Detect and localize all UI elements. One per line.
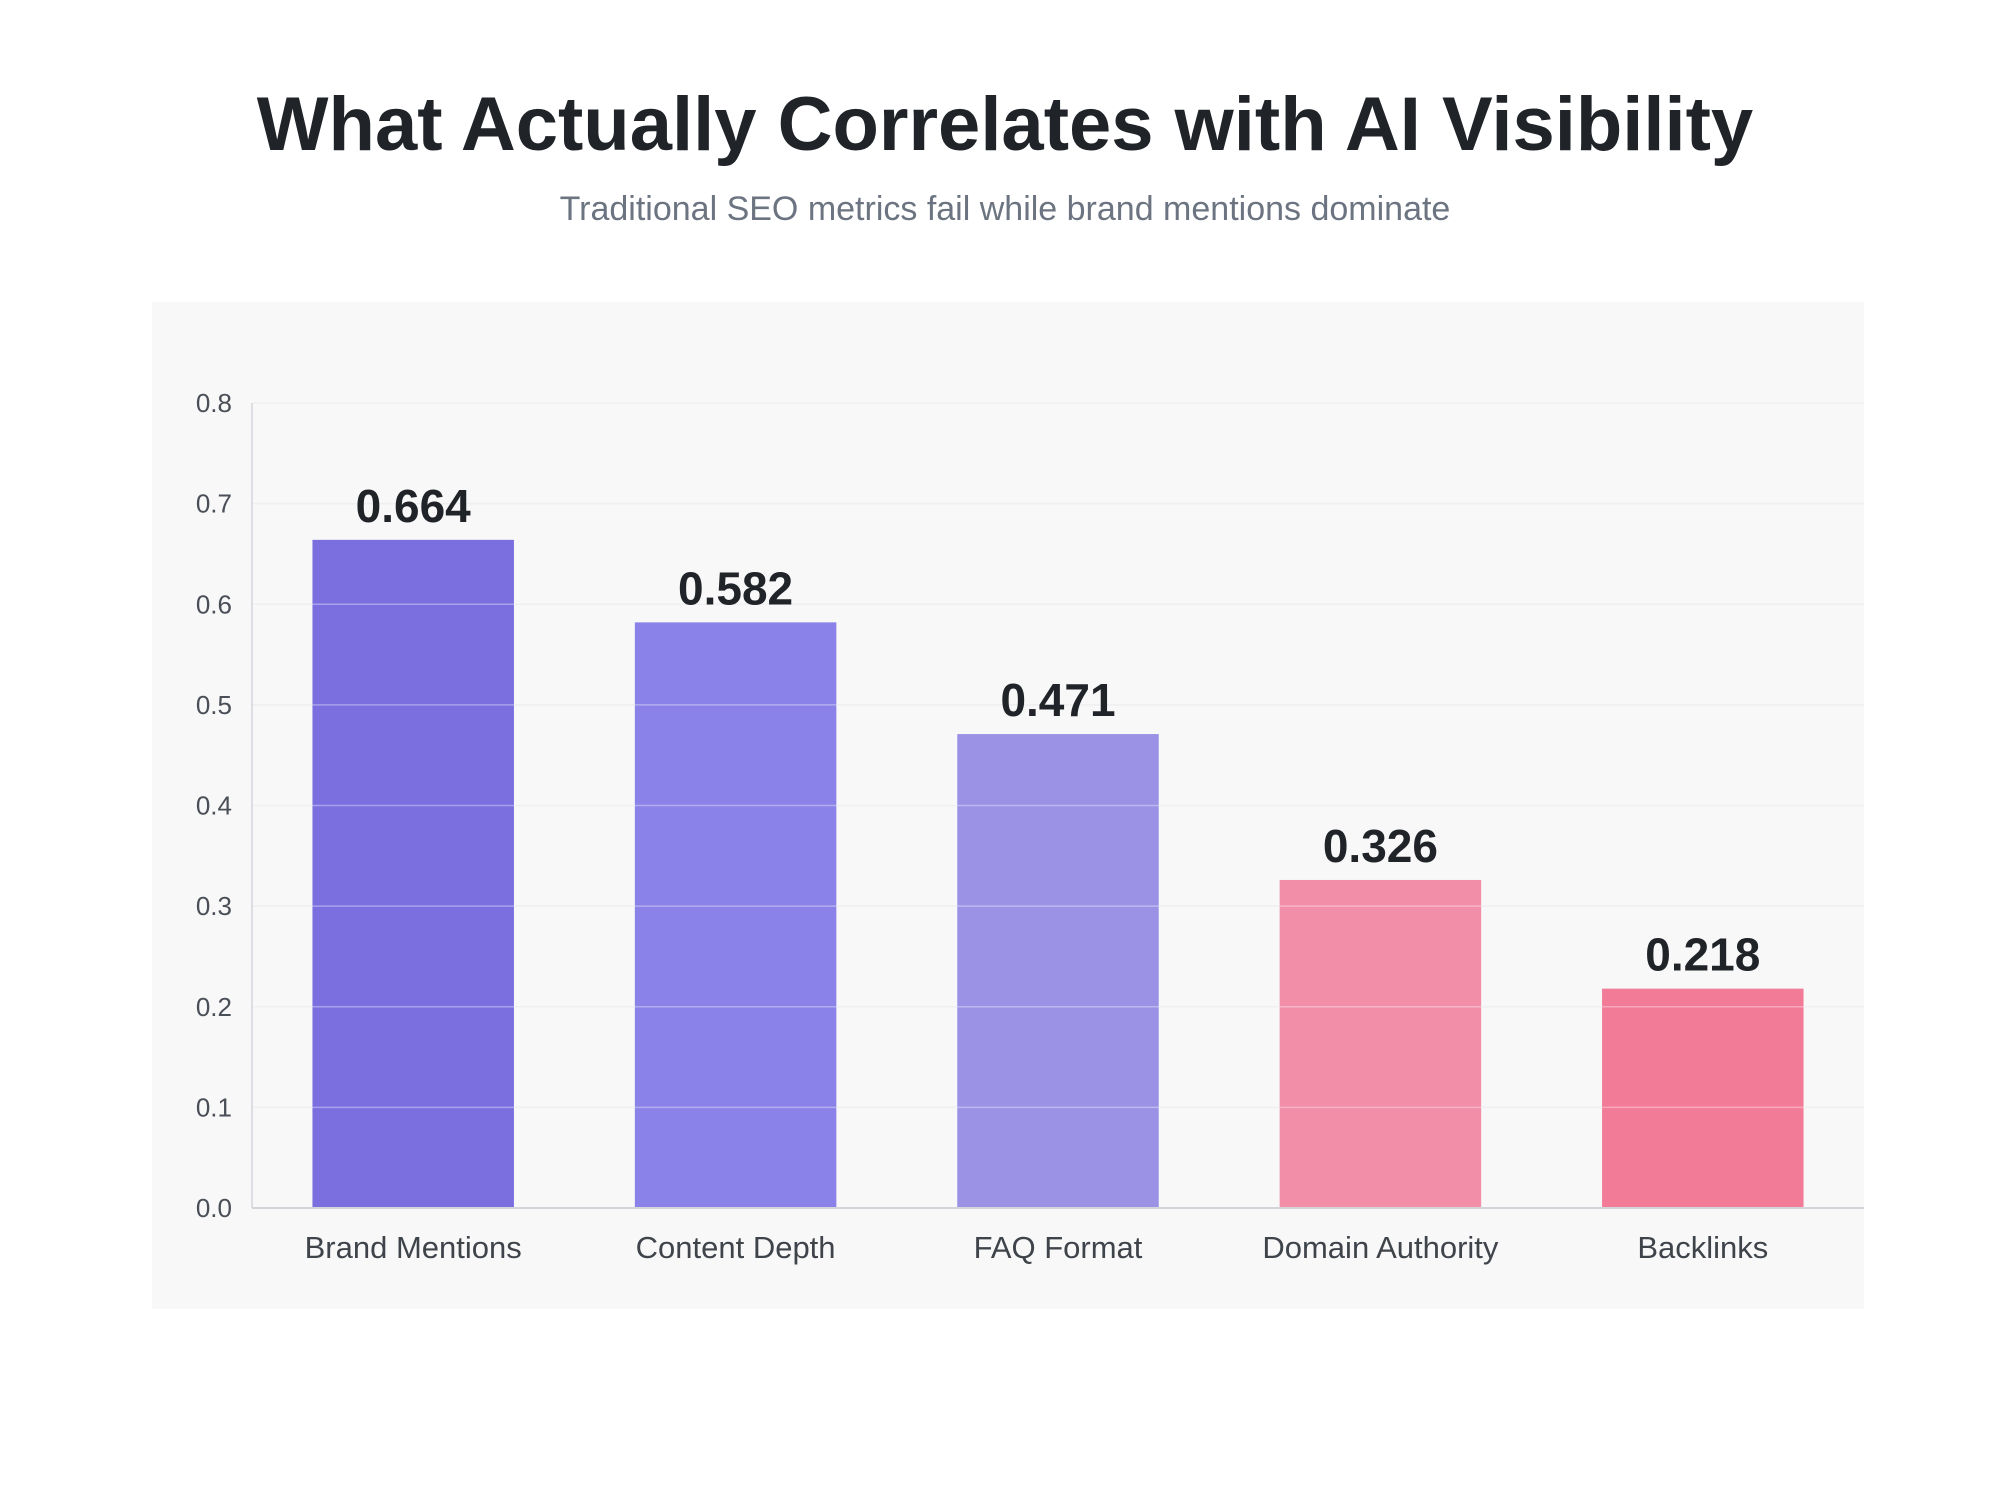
y-tick-label: 0.3 bbox=[196, 891, 232, 921]
chart-title: What Actually Correlates with AI Visibil… bbox=[257, 82, 1753, 167]
x-tick-label: Content Depth bbox=[636, 1230, 836, 1265]
chart-subtitle: Traditional SEO metrics fail while brand… bbox=[560, 190, 1451, 228]
x-tick-label: FAQ Format bbox=[974, 1230, 1143, 1265]
y-tick-label: 0.2 bbox=[196, 992, 232, 1022]
y-tick-label: 0.5 bbox=[196, 690, 232, 720]
axes bbox=[251, 403, 1864, 1209]
bar bbox=[312, 539, 514, 1208]
x-tick-label: Brand Mentions bbox=[305, 1230, 522, 1265]
y-tick-label: 0.4 bbox=[196, 791, 232, 821]
labels: 0.0 0.1 0.2 0.3 0.4 0.5 0.6 0.7 0.8 0.664 Brand Me… bbox=[196, 388, 1768, 1265]
bar bbox=[1602, 988, 1804, 1208]
bar-value-label: 0.218 bbox=[1645, 929, 1760, 981]
bar-value-label: 0.326 bbox=[1323, 820, 1438, 872]
bar-value-label: 0.582 bbox=[678, 562, 793, 614]
x-tick-label: Backlinks bbox=[1637, 1230, 1768, 1265]
y-tick-label: 0.0 bbox=[196, 1193, 232, 1223]
y-tick-label: 0.7 bbox=[196, 489, 232, 519]
y-tick-label: 0.6 bbox=[196, 589, 232, 619]
bar bbox=[1279, 879, 1482, 1208]
y-tick-label: 0.1 bbox=[196, 1092, 232, 1122]
bar-value-label: 0.471 bbox=[1000, 674, 1115, 726]
bar bbox=[634, 622, 837, 1208]
bars bbox=[252, 402, 1864, 1208]
bar bbox=[957, 734, 1159, 1208]
x-tick-label: Domain Authority bbox=[1262, 1230, 1499, 1265]
y-tick-label: 0.8 bbox=[196, 388, 232, 418]
bar-value-label: 0.664 bbox=[356, 480, 472, 532]
